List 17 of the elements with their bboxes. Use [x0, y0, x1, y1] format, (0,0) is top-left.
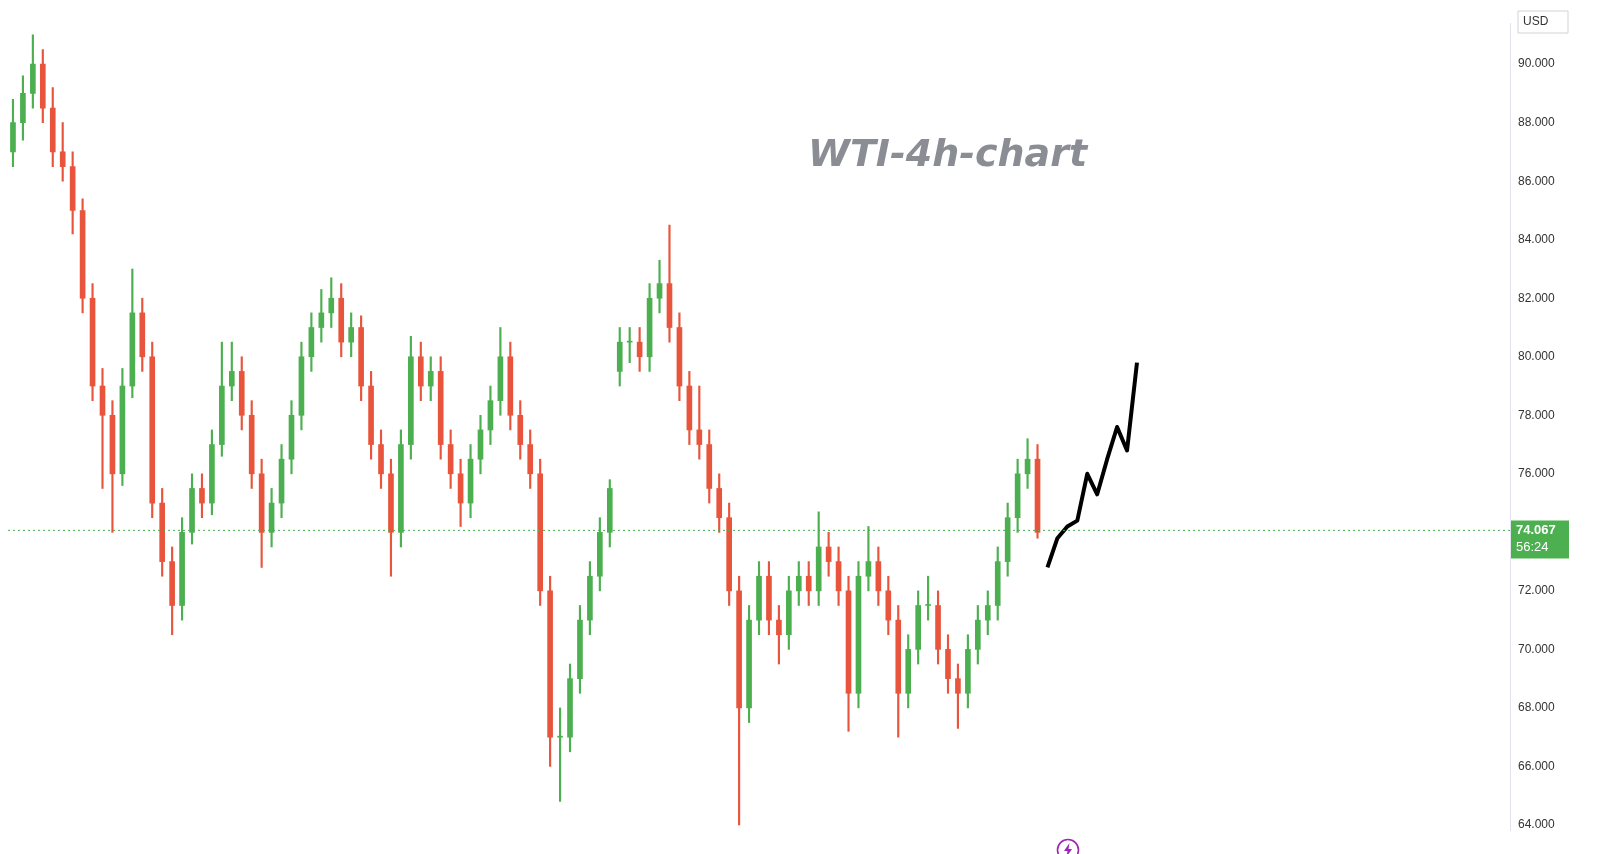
y-tick-label: 78.000	[1518, 407, 1556, 422]
y-tick-label: 84.000	[1518, 232, 1556, 247]
y-tick-label: 66.000	[1518, 758, 1556, 773]
y-tick-label: 64.000	[1518, 817, 1556, 832]
y-tick-label: 70.000	[1518, 641, 1556, 656]
y-tick-label: 82.000	[1518, 290, 1556, 305]
ref-line-label: 74.067	[1516, 521, 1556, 537]
text: WTI-4h-chart	[808, 130, 1089, 175]
y-tick-label: 68.000	[1518, 700, 1556, 715]
y-tick-label: 76.000	[1518, 466, 1556, 481]
text: USD	[1523, 14, 1549, 29]
text: 56:24	[1516, 538, 1549, 554]
y-tick-label: 90.000	[1518, 56, 1556, 71]
y-tick-label: 88.000	[1518, 115, 1556, 129]
y-tick-label: 80.000	[1518, 349, 1556, 364]
y-tick-label: 72.000	[1518, 583, 1556, 598]
y-tick-label: 86.000	[1518, 173, 1556, 188]
